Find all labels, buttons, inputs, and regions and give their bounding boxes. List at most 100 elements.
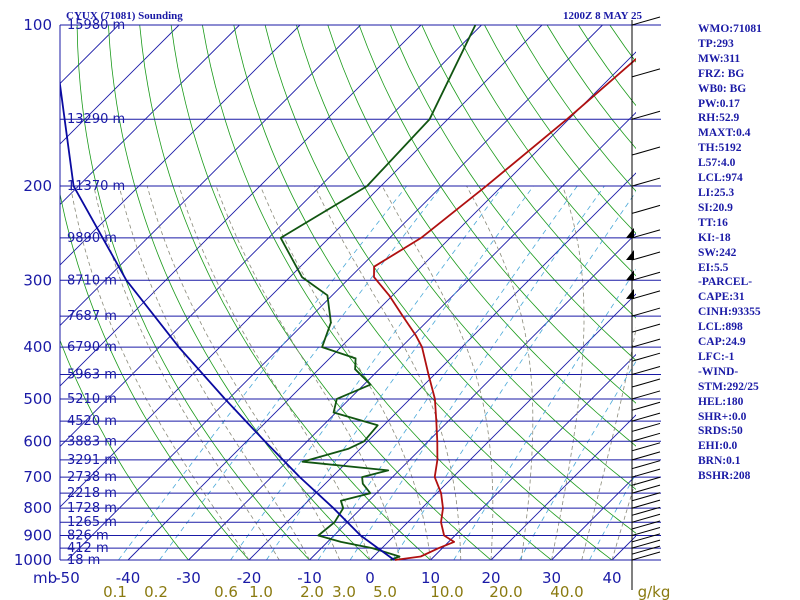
height-label: 826 m bbox=[67, 529, 109, 544]
index-line: BRN:0.1 bbox=[698, 455, 741, 468]
height-label: 11370 m bbox=[67, 179, 125, 194]
height-label: 13290 m bbox=[67, 112, 125, 127]
index-line: LFC:-1 bbox=[698, 350, 735, 363]
index-line: -WIND- bbox=[698, 365, 739, 378]
height-label: 5210 m bbox=[67, 392, 117, 407]
chart-time: 1200Z 8 MAY 25 bbox=[563, 10, 642, 22]
height-label: 3291 m bbox=[67, 453, 117, 468]
isotherm-line bbox=[60, 25, 422, 387]
mixing-ratio-label: 40.0 bbox=[550, 583, 583, 600]
moist-adiabat-line bbox=[118, 186, 310, 561]
index-line: BSHR:208 bbox=[698, 470, 751, 483]
chart-grid bbox=[60, 25, 636, 561]
index-line: TH:5192 bbox=[698, 142, 742, 155]
isotherm-line bbox=[248, 172, 636, 561]
wind-barb bbox=[631, 442, 661, 452]
index-line: SI:20.9 bbox=[698, 201, 733, 214]
wind-barb bbox=[631, 432, 661, 442]
temperature-tick-label: -30 bbox=[176, 569, 201, 587]
mixing-ratio-label: g/kg bbox=[638, 583, 671, 600]
wind-barb bbox=[631, 177, 661, 187]
index-line: WB0: BG bbox=[698, 82, 747, 95]
mixing-ratio-line bbox=[392, 191, 636, 561]
height-label: 5963 m bbox=[67, 367, 117, 382]
mixing-ratio-label: 10.0 bbox=[430, 583, 463, 600]
height-label: 1728 m bbox=[67, 501, 117, 516]
mixing-ratio-label: 0.2 bbox=[144, 583, 168, 600]
height-label: 2738 m bbox=[67, 470, 117, 485]
mixing-ratio-label: 0.6 bbox=[214, 583, 238, 600]
index-line: CINH:93355 bbox=[698, 306, 761, 319]
wind-barb bbox=[631, 390, 661, 400]
height-label: 8710 m bbox=[67, 273, 117, 288]
index-line: SW:242 bbox=[698, 246, 737, 259]
mixing-ratio-label: 5.0 bbox=[373, 583, 397, 600]
mixing-ratio-line bbox=[349, 185, 605, 561]
isobar-lines bbox=[59, 24, 661, 561]
wind-barb bbox=[631, 527, 661, 537]
pressure-tick-label: 200 bbox=[23, 177, 52, 195]
temperature-tick-label: -10 bbox=[297, 569, 322, 587]
wind-barb bbox=[631, 545, 661, 555]
wind-barb bbox=[631, 307, 661, 317]
index-line: PW:0.17 bbox=[698, 97, 740, 110]
wind-barbs bbox=[626, 16, 661, 590]
height-label: 412 m bbox=[67, 541, 109, 556]
wind-barb bbox=[631, 229, 661, 239]
wind-barb bbox=[631, 476, 661, 486]
wind-flag bbox=[626, 227, 634, 238]
temperature-tick-label: -50 bbox=[55, 569, 80, 587]
wind-barb bbox=[631, 492, 661, 502]
height-label: 2218 m bbox=[67, 486, 117, 501]
wind-barb bbox=[631, 484, 661, 494]
index-line: LI:25.3 bbox=[698, 186, 735, 199]
parcel-trace bbox=[60, 77, 395, 561]
pressure-unit-label: mb bbox=[33, 569, 57, 587]
mixing-ratio-line bbox=[589, 472, 636, 561]
dry-adiabat-line bbox=[233, 25, 613, 561]
index-line: WMO:71081 bbox=[698, 23, 762, 35]
moist-adiabat-line bbox=[466, 185, 534, 561]
index-line: MW:311 bbox=[698, 52, 741, 65]
height-label: 6790 m bbox=[67, 340, 117, 355]
index-line: EI:5.5 bbox=[698, 261, 729, 274]
pressure-tick-label: 1000 bbox=[14, 551, 52, 569]
wind-barb bbox=[631, 551, 661, 561]
pressure-tick-label: 400 bbox=[23, 338, 52, 356]
mixing-ratio-line bbox=[317, 185, 578, 561]
index-line: CAPE:31 bbox=[698, 291, 745, 304]
wind-barb bbox=[631, 323, 661, 333]
moist-adiabat-line bbox=[581, 326, 636, 561]
index-line: CAP:24.9 bbox=[698, 336, 746, 349]
isotherm-line bbox=[430, 353, 636, 561]
isotherm-line bbox=[67, 25, 603, 561]
dry-adiabat-line bbox=[202, 25, 552, 561]
index-line: KI:-18 bbox=[698, 231, 731, 244]
moist-adiabat-line bbox=[381, 185, 494, 561]
index-line: SHR+:0.0 bbox=[698, 410, 747, 423]
index-line: TT:16 bbox=[698, 216, 728, 229]
height-label: 4520 m bbox=[67, 414, 117, 429]
wind-barb bbox=[631, 338, 661, 348]
isotherm-line bbox=[60, 25, 482, 448]
wind-barb bbox=[631, 378, 661, 388]
wind-flag bbox=[626, 270, 634, 281]
dewpoint-trace bbox=[279, 25, 477, 561]
pressure-tick-label: 800 bbox=[23, 499, 52, 517]
height-label: 1265 m bbox=[67, 515, 117, 530]
index-line: STM:292/25 bbox=[698, 380, 759, 393]
mixing-ratio-line bbox=[266, 185, 534, 561]
isotherm-line bbox=[60, 25, 240, 206]
isotherm-line bbox=[60, 25, 361, 327]
moist-adiabat-line bbox=[260, 185, 431, 561]
pressure-tick-label: 300 bbox=[23, 271, 52, 289]
isotherm-line bbox=[60, 25, 301, 266]
temperature-trace bbox=[373, 57, 636, 561]
wind-barb bbox=[631, 412, 661, 422]
wind-barb bbox=[631, 365, 661, 375]
wind-barb bbox=[631, 468, 661, 478]
index-line: LCL:974 bbox=[698, 172, 743, 185]
height-label: 15980 m bbox=[67, 18, 125, 33]
index-line: L57:4.0 bbox=[698, 157, 736, 170]
wind-barb bbox=[631, 499, 661, 509]
